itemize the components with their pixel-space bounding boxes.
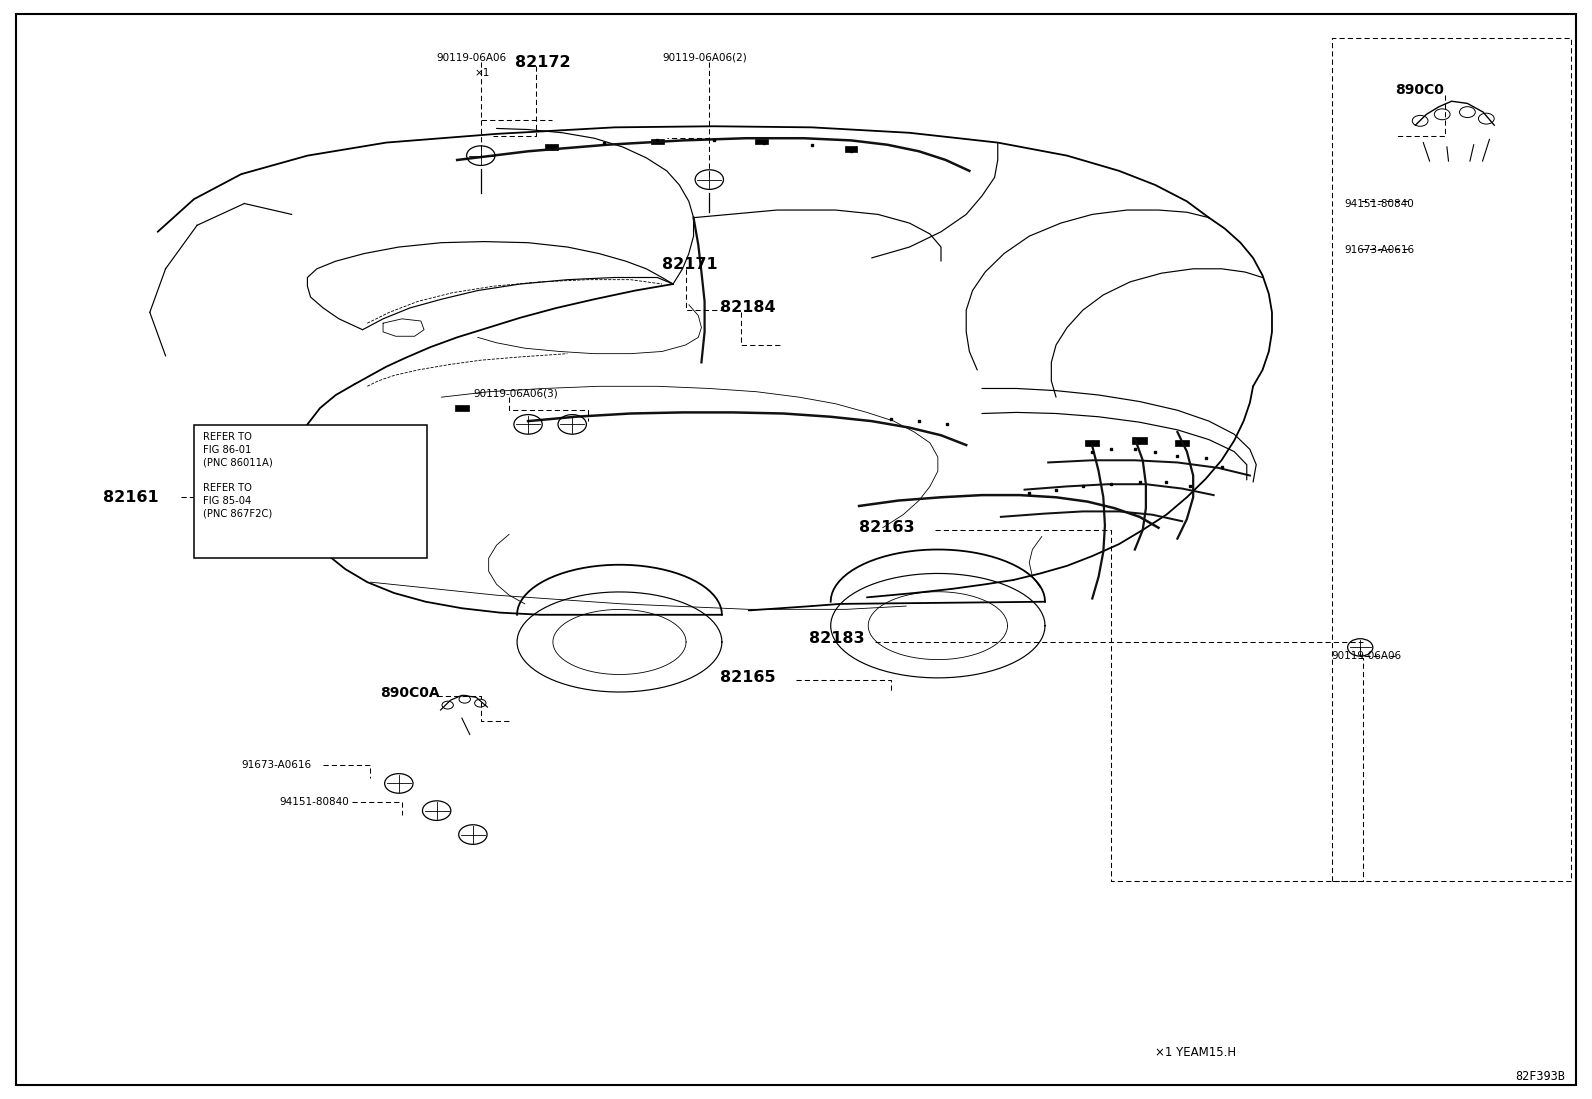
Text: 94151-80840: 94151-80840 [1345,199,1414,209]
Text: REFER TO
FIG 86-01
(PNC 86011A)
 
REFER TO
FIG 85-04
(PNC 867F2C): REFER TO FIG 86-01 (PNC 86011A) REFER TO… [204,432,274,519]
Text: 82184: 82184 [720,300,775,315]
Bar [1132,437,1146,444]
FancyBboxPatch shape [194,425,427,558]
Bar [1086,440,1100,446]
Text: 82172: 82172 [516,55,572,69]
Text: 82161: 82161 [102,490,158,504]
Text: 90119-06A06: 90119-06A06 [1333,651,1403,662]
Text: 91673-A0616: 91673-A0616 [242,759,312,770]
Text: 82F393B: 82F393B [1516,1069,1565,1083]
Bar [755,138,767,144]
Text: 82171: 82171 [662,257,718,271]
Bar [546,144,559,149]
Bar [455,404,470,411]
Bar [845,146,858,152]
Text: 82165: 82165 [720,670,775,686]
Bar [1175,440,1189,446]
Text: ×1: ×1 [474,68,490,78]
Text: 90119-06A06(2): 90119-06A06(2) [662,53,747,63]
Text: ×1 YEAM15.H: ×1 YEAM15.H [1156,1045,1237,1058]
Text: 94151-80840: 94151-80840 [279,797,349,807]
Text: 890C0: 890C0 [1395,84,1444,98]
Text: 91673-A0616: 91673-A0616 [1345,245,1415,255]
Text: 90119-06A06: 90119-06A06 [436,53,506,63]
Text: 90119-06A06(3): 90119-06A06(3) [473,389,557,399]
Text: 82163: 82163 [860,520,915,535]
Text: 890C0A: 890C0A [380,686,439,700]
Text: 82183: 82183 [809,631,864,646]
Bar [651,138,664,144]
